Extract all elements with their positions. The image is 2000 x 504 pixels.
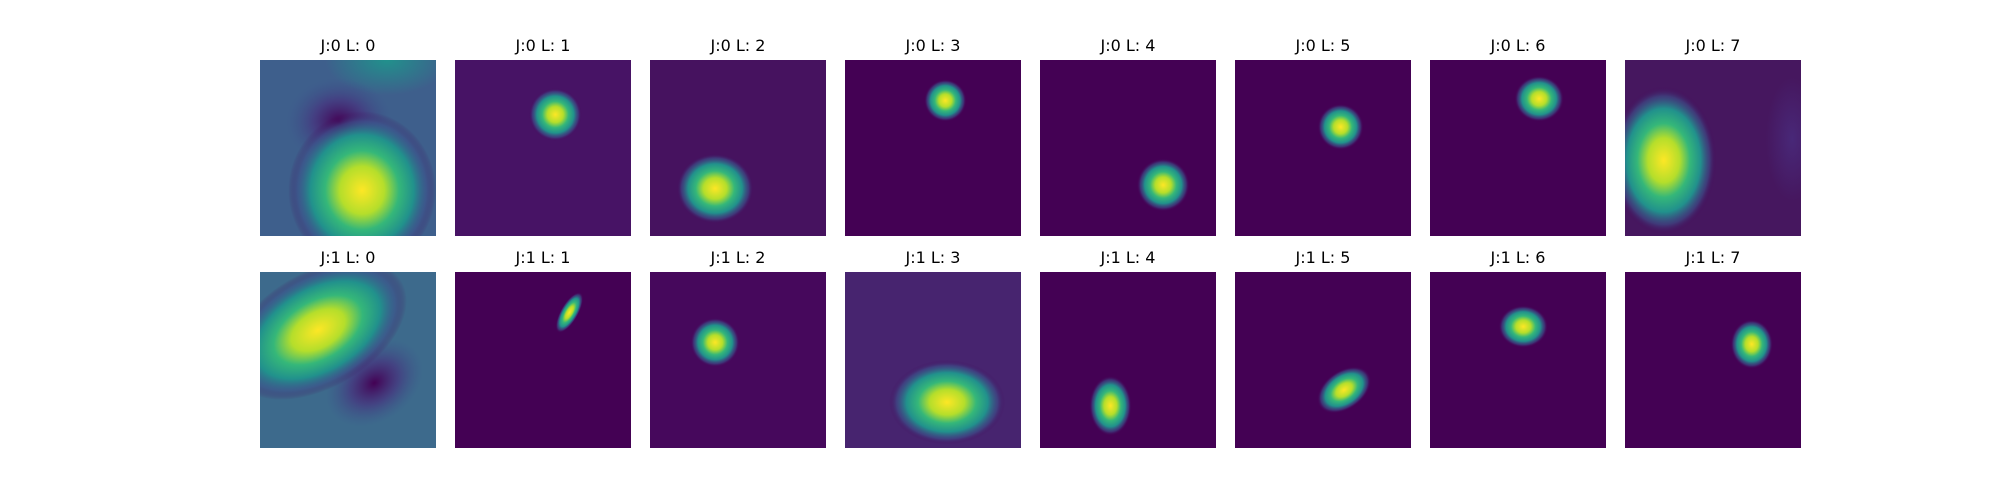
panel: J:0 L: 7 [1625, 36, 1801, 236]
heatmap-background [1625, 272, 1801, 448]
panel-title: J:1 L: 0 [320, 248, 376, 267]
blob [1765, 77, 1801, 201]
heatmap-background [1430, 60, 1606, 236]
heatmap-background [1040, 60, 1216, 236]
panel-title: J:1 L: 5 [1295, 248, 1351, 267]
blob [555, 292, 584, 333]
panel-title: J:0 L: 5 [1295, 36, 1351, 55]
panel-title: J:0 L: 0 [320, 36, 376, 55]
panel: J:1 L: 6 [1430, 248, 1606, 448]
panel: J:0 L: 3 [845, 36, 1021, 236]
heatmap-background [1430, 272, 1606, 448]
heatmap [1040, 60, 1216, 236]
blob [1514, 75, 1564, 122]
panel-title: J:0 L: 6 [1490, 36, 1546, 55]
panel: J:1 L: 5 [1235, 248, 1411, 448]
heatmap [260, 272, 436, 448]
panel-title: J:0 L: 4 [1100, 36, 1156, 55]
panel: J:0 L: 1 [455, 36, 631, 236]
heatmap [650, 60, 826, 236]
blob [676, 153, 754, 224]
heatmap [1625, 60, 1801, 236]
blob [1136, 158, 1190, 212]
blob [288, 111, 436, 236]
panel: J:1 L: 7 [1625, 248, 1801, 448]
panel-title: J:0 L: 2 [710, 36, 766, 55]
blob [924, 79, 967, 122]
blob [1625, 86, 1717, 235]
blob [1089, 375, 1132, 436]
panel-title: J:1 L: 7 [1685, 248, 1741, 267]
heatmap [1625, 272, 1801, 448]
heatmap [1430, 60, 1606, 236]
panel-title: J:1 L: 2 [710, 248, 766, 267]
heatmap-background [1235, 60, 1411, 236]
panel: J:0 L: 0 [260, 36, 436, 236]
heatmap-background [650, 272, 826, 448]
heatmap [650, 272, 826, 448]
heatmap-background [455, 60, 631, 236]
heatmap-background [455, 272, 631, 448]
blob [1317, 104, 1364, 150]
heatmap [455, 60, 631, 236]
heatmap [845, 272, 1021, 448]
blob [889, 360, 1006, 445]
blob [528, 88, 582, 141]
panel-title: J:0 L: 1 [515, 36, 571, 55]
heatmap [845, 60, 1021, 236]
panel-title: J:0 L: 3 [905, 36, 961, 55]
blob [1317, 366, 1372, 414]
blob [260, 272, 407, 400]
panel: J:1 L: 0 [260, 248, 436, 448]
panel: J:1 L: 3 [845, 248, 1021, 448]
panel: J:1 L: 1 [455, 248, 631, 448]
panel-title: J:1 L: 3 [905, 248, 961, 267]
panel: J:0 L: 4 [1040, 36, 1216, 236]
panel-title: J:1 L: 6 [1490, 248, 1546, 267]
blob [1730, 319, 1773, 369]
heatmap-background [1235, 272, 1411, 448]
blob [690, 317, 740, 368]
heatmap [1235, 272, 1411, 448]
panel: J:0 L: 5 [1235, 36, 1411, 236]
heatmap [260, 60, 436, 236]
panel-title: J:1 L: 1 [515, 248, 571, 267]
panel: J:0 L: 6 [1430, 36, 1606, 236]
heatmap [1430, 272, 1606, 448]
heatmap [1235, 60, 1411, 236]
panel-title: J:0 L: 7 [1685, 36, 1741, 55]
heatmap [455, 272, 631, 448]
blob [1498, 305, 1548, 348]
panel: J:1 L: 2 [650, 248, 826, 448]
panel-title: J:1 L: 4 [1100, 248, 1156, 267]
panel: J:0 L: 2 [650, 36, 826, 236]
heatmap [1040, 272, 1216, 448]
panel: J:1 L: 4 [1040, 248, 1216, 448]
